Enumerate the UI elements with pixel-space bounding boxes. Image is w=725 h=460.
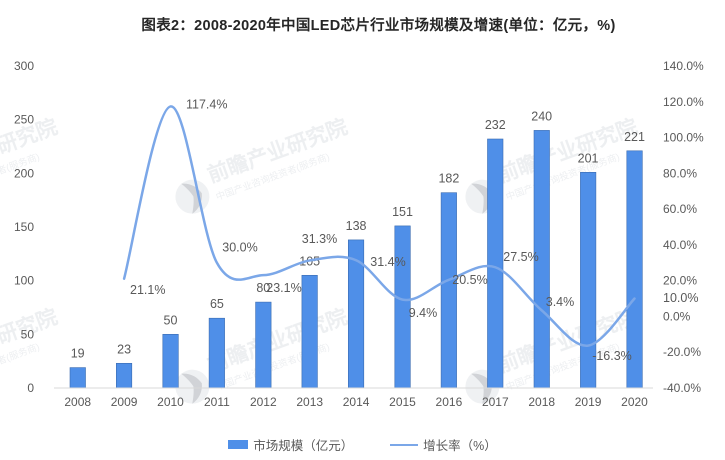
svg-text:50: 50 bbox=[164, 313, 178, 327]
svg-text:2014: 2014 bbox=[343, 395, 370, 409]
svg-text:50: 50 bbox=[21, 327, 35, 341]
svg-text:0: 0 bbox=[27, 381, 34, 395]
svg-text:150: 150 bbox=[14, 220, 34, 234]
svg-text:120.0%: 120.0% bbox=[663, 95, 704, 109]
svg-text:65: 65 bbox=[210, 297, 224, 311]
svg-text:2009: 2009 bbox=[111, 395, 138, 409]
svg-text:31.4%: 31.4% bbox=[370, 255, 405, 269]
svg-text:20.5%: 20.5% bbox=[452, 273, 487, 287]
svg-text:140.0%: 140.0% bbox=[663, 59, 704, 73]
svg-text:40.0%: 40.0% bbox=[663, 238, 697, 252]
svg-text:3.4%: 3.4% bbox=[546, 295, 575, 309]
svg-text:2010: 2010 bbox=[157, 395, 184, 409]
svg-text:19: 19 bbox=[71, 347, 85, 361]
svg-text:-16.3%: -16.3% bbox=[592, 349, 632, 363]
svg-text:240: 240 bbox=[531, 109, 552, 123]
svg-text:30.0%: 30.0% bbox=[222, 241, 257, 255]
svg-text:151: 151 bbox=[392, 205, 413, 219]
svg-text:80.0%: 80.0% bbox=[663, 166, 697, 180]
svg-text:2016: 2016 bbox=[436, 395, 463, 409]
svg-text:-20.0%: -20.0% bbox=[663, 345, 701, 359]
svg-text:100.0%: 100.0% bbox=[663, 131, 704, 145]
svg-text:2012: 2012 bbox=[250, 395, 277, 409]
svg-text:10.0%: 10.0% bbox=[663, 291, 698, 305]
svg-text:23: 23 bbox=[117, 342, 131, 356]
svg-text:100: 100 bbox=[14, 274, 34, 288]
svg-text:2020: 2020 bbox=[621, 395, 648, 409]
svg-text:31.3%: 31.3% bbox=[302, 232, 337, 246]
svg-text:117.4%: 117.4% bbox=[186, 98, 227, 112]
svg-text:21.1%: 21.1% bbox=[130, 283, 165, 297]
svg-text:201: 201 bbox=[578, 151, 599, 165]
svg-text:0.0%: 0.0% bbox=[663, 309, 691, 323]
svg-text:23.1%: 23.1% bbox=[266, 281, 301, 295]
svg-text:2013: 2013 bbox=[296, 395, 323, 409]
svg-text:200: 200 bbox=[14, 166, 34, 180]
svg-text:20.0%: 20.0% bbox=[663, 274, 697, 288]
svg-text:2017: 2017 bbox=[482, 395, 509, 409]
svg-text:2018: 2018 bbox=[528, 395, 555, 409]
svg-text:182: 182 bbox=[438, 172, 459, 186]
svg-text:232: 232 bbox=[485, 118, 506, 132]
svg-text:-40.0%: -40.0% bbox=[663, 381, 701, 395]
svg-text:60.0%: 60.0% bbox=[663, 202, 697, 216]
svg-text:221: 221 bbox=[624, 130, 645, 144]
svg-text:9.4%: 9.4% bbox=[409, 306, 438, 320]
svg-text:27.5%: 27.5% bbox=[503, 250, 538, 264]
svg-text:2008: 2008 bbox=[64, 395, 91, 409]
svg-text:250: 250 bbox=[14, 113, 34, 127]
svg-text:138: 138 bbox=[346, 219, 367, 233]
svg-text:300: 300 bbox=[14, 59, 34, 73]
svg-text:2019: 2019 bbox=[575, 395, 602, 409]
svg-text:2011: 2011 bbox=[204, 395, 230, 409]
svg-text:2015: 2015 bbox=[389, 395, 416, 409]
